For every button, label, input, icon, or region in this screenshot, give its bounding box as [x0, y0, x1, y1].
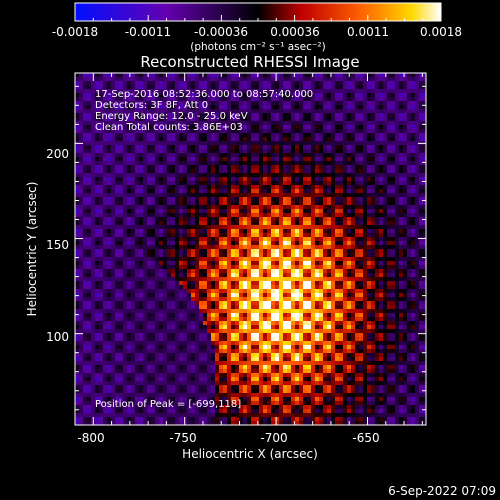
footer-date: 6-Sep-2022 07:09 [388, 484, 496, 498]
peak-position: Position of Peak = [-699,118] [95, 399, 241, 410]
info-total-counts: Clean Total counts: 3.86E+03 [95, 122, 243, 133]
x-tick-label: -800 [77, 431, 104, 445]
colorbar-tick-0: -0.0018 [52, 25, 98, 39]
y-axis-label: Heliocentric Y (arcsec) [25, 182, 39, 317]
axis-ticks [74, 73, 426, 425]
x-tick-label: -700 [260, 431, 287, 445]
colorbar-tick-4: 0.0011 [347, 25, 389, 39]
plot-frame [74, 72, 427, 426]
info-detectors: Detectors: 3F 8F, Att 0 [95, 100, 208, 111]
colorbar-tick-1: -0.0011 [125, 25, 171, 39]
colorbar-tick-3: 0.00036 [270, 25, 320, 39]
y-tick-label: 150 [46, 238, 69, 252]
plot-title: Reconstructed RHESSI Image [140, 53, 359, 71]
colorbar-tick-5: 0.0018 [420, 25, 462, 39]
colorbar-tick-2: -0.00036 [194, 25, 248, 39]
colorbar: -0.0018 -0.0011 -0.00036 0.00036 0.0011 … [52, 2, 462, 53]
x-tick-label: -650 [352, 431, 379, 445]
x-tick-label: -750 [169, 431, 196, 445]
x-axis-label: Heliocentric X (arcsec) [182, 447, 318, 461]
info-energy-range: Energy Range: 12.0 - 25.0 keV [95, 111, 248, 122]
heatmap-image [75, 73, 426, 425]
y-tick-label: 200 [46, 147, 69, 161]
y-tick-label: 100 [46, 330, 69, 344]
colorbar-units: (photons cm⁻² s⁻¹ asec⁻²) [190, 41, 325, 53]
info-time-range: 17-Sep-2016 08:52:36.000 to 08:57:40.000 [95, 89, 313, 100]
info-block: 17-Sep-2016 08:52:36.000 to 08:57:40.000… [95, 89, 313, 133]
